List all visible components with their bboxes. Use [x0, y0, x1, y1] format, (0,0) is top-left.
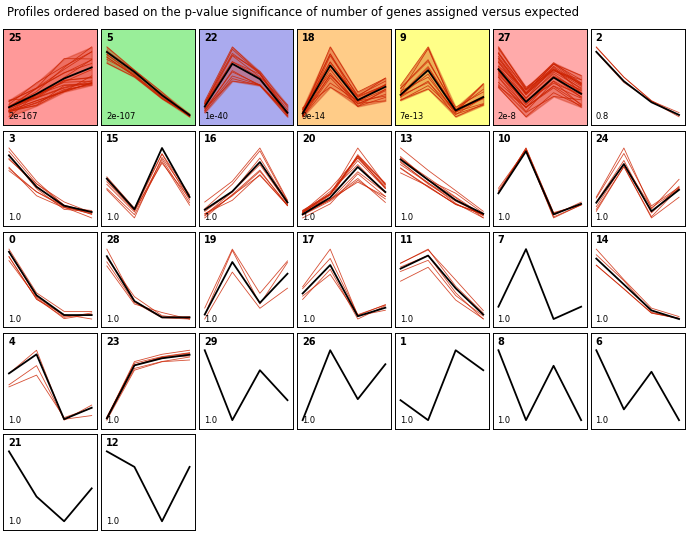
Text: 2e-107: 2e-107 — [106, 112, 136, 121]
Text: 10: 10 — [497, 134, 511, 144]
Text: 1.0: 1.0 — [596, 416, 609, 425]
Text: 15: 15 — [106, 134, 120, 144]
Text: 2e-8: 2e-8 — [497, 112, 517, 121]
Text: 20: 20 — [302, 134, 315, 144]
Text: 1.0: 1.0 — [596, 315, 609, 324]
Text: 1.0: 1.0 — [497, 213, 510, 223]
Text: 1.0: 1.0 — [204, 416, 217, 425]
Text: 9: 9 — [400, 33, 407, 43]
Text: 7: 7 — [497, 235, 504, 246]
Text: 3: 3 — [8, 134, 15, 144]
Text: 22: 22 — [204, 33, 217, 43]
Text: 1.0: 1.0 — [106, 315, 119, 324]
Text: 21: 21 — [8, 438, 21, 448]
Text: 1.0: 1.0 — [302, 416, 315, 425]
Text: 5: 5 — [106, 33, 113, 43]
Text: 24: 24 — [596, 134, 609, 144]
Text: 1.0: 1.0 — [204, 213, 217, 223]
Text: 18: 18 — [302, 33, 315, 43]
Text: 1: 1 — [400, 337, 407, 347]
Text: 12: 12 — [106, 438, 120, 448]
Text: 1.0: 1.0 — [106, 416, 119, 425]
Text: 25: 25 — [8, 33, 21, 43]
Text: 29: 29 — [204, 337, 217, 347]
Text: 13: 13 — [400, 134, 413, 144]
Text: 1.0: 1.0 — [204, 315, 217, 324]
Text: 17: 17 — [302, 235, 315, 246]
Text: 1.0: 1.0 — [8, 416, 21, 425]
Text: 0.8: 0.8 — [596, 112, 609, 121]
Text: 28: 28 — [106, 235, 120, 246]
Text: 1.0: 1.0 — [302, 213, 315, 223]
Text: 9e-14: 9e-14 — [302, 112, 326, 121]
Text: 1.0: 1.0 — [8, 517, 21, 526]
Text: 7e-13: 7e-13 — [400, 112, 424, 121]
Text: Profiles ordered based on the p-value significance of number of genes assigned v: Profiles ordered based on the p-value si… — [7, 6, 579, 19]
Text: 2: 2 — [596, 33, 602, 43]
Text: 1.0: 1.0 — [106, 213, 119, 223]
Text: 6: 6 — [596, 337, 602, 347]
Text: 1.0: 1.0 — [596, 213, 609, 223]
Text: 1.0: 1.0 — [302, 315, 315, 324]
Text: 1e-40: 1e-40 — [204, 112, 228, 121]
Text: 1.0: 1.0 — [8, 213, 21, 223]
Text: 0: 0 — [8, 235, 15, 246]
Text: 1.0: 1.0 — [400, 213, 413, 223]
Text: 1.0: 1.0 — [400, 416, 413, 425]
Text: 23: 23 — [106, 337, 120, 347]
Text: 1.0: 1.0 — [400, 315, 413, 324]
Text: 26: 26 — [302, 337, 315, 347]
Text: 16: 16 — [204, 134, 217, 144]
Text: 14: 14 — [596, 235, 609, 246]
Text: 1.0: 1.0 — [497, 416, 510, 425]
Text: 2e-167: 2e-167 — [8, 112, 38, 121]
Text: 1.0: 1.0 — [106, 517, 119, 526]
Text: 1.0: 1.0 — [497, 315, 510, 324]
Text: 4: 4 — [8, 337, 15, 347]
Text: 1.0: 1.0 — [8, 315, 21, 324]
Text: 8: 8 — [497, 337, 504, 347]
Text: 19: 19 — [204, 235, 217, 246]
Text: 27: 27 — [497, 33, 511, 43]
Text: 11: 11 — [400, 235, 413, 246]
